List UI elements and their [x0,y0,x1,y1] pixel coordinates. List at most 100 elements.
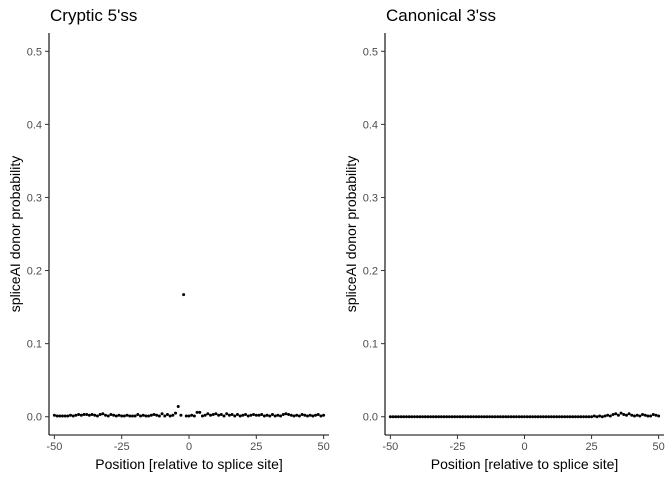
data-point [77,413,81,417]
data-point [657,414,661,418]
data-point [152,413,156,417]
data-point [391,415,395,419]
data-point [230,413,234,417]
data-point [410,415,414,419]
data-point [565,415,569,419]
data-point [281,413,285,417]
data-point [442,415,446,419]
data-point [641,413,645,417]
data-point [493,415,497,419]
data-point [480,415,484,419]
data-point [246,414,250,418]
data-point [498,415,502,419]
data-point [466,415,470,419]
y-tick-label: 0.2 [27,266,42,278]
data-point [439,415,443,419]
data-point [563,415,567,419]
data-point [445,415,449,419]
data-point [474,415,478,419]
data-point [276,413,280,417]
data-point [190,413,194,417]
y-tick-label: 0.0 [363,412,378,424]
data-point [203,413,207,417]
x-axis-title: Position [relative to splice site] [431,456,619,472]
data-point [198,410,202,414]
data-point [254,413,258,417]
data-point [147,414,151,418]
data-point [514,415,518,419]
x-tick-label: 25 [585,441,597,453]
data-point [472,415,476,419]
data-point [638,414,642,418]
data-point [225,412,229,416]
data-point [284,412,288,416]
data-point [235,413,239,417]
data-point [265,413,269,417]
data-point [87,413,91,417]
data-point [635,413,639,417]
data-point [415,415,419,419]
data-point [536,415,540,419]
data-point [587,415,591,419]
data-point [616,413,620,417]
y-tick-label: 0.5 [363,46,378,58]
data-point [238,414,242,418]
data-point [549,415,553,419]
x-tick-label: 50 [317,441,329,453]
data-point [257,413,261,417]
data-point [241,413,245,417]
data-point [219,413,223,417]
panel-cryptic-5ss: Cryptic 5'ss 0.0 0.1 0.2 0.3 0.4 0.5 -50 -25 0 25 5… [7,6,330,472]
y-tick-label: 0.4 [363,119,378,131]
data-point [295,413,299,417]
x-axis-title: Position [relative to splice site] [95,456,283,472]
data-point [482,415,486,419]
data-point [654,413,658,417]
data-point [114,414,118,418]
data-point [182,293,186,297]
data-point [544,415,548,419]
data-point [141,413,145,417]
data-point [82,413,86,417]
data-point [624,413,628,417]
data-point [195,410,199,414]
data-point [447,415,451,419]
x-tick-label: -50 [382,441,398,453]
data-point [66,414,70,418]
data-point [582,415,586,419]
data-point [322,413,326,417]
data-point [71,414,75,418]
data-point [136,413,140,417]
y-tick-label: 0.2 [363,266,378,278]
data-point [133,414,137,418]
data-point [413,415,417,419]
x-tick-label: -25 [449,441,465,453]
data-point [120,414,124,418]
data-point [571,415,575,419]
data-point [214,412,218,416]
data-point [206,412,210,416]
data-point [649,414,653,418]
x-tick-label: -50 [46,441,62,453]
data-point [165,413,169,417]
data-point [128,414,132,418]
data-point [453,415,457,419]
data-point [434,415,438,419]
y-tick-label: 0.0 [27,412,42,424]
data-point [319,414,323,418]
data-point [303,413,307,417]
data-point [450,415,454,419]
x-tick-label: 0 [186,441,192,453]
y-tick-label: 0.3 [363,192,378,204]
data-point [437,415,441,419]
data-point [176,404,180,408]
data-point [627,412,631,416]
data-point [287,413,291,417]
data-point [163,414,167,418]
data-point [270,413,274,417]
data-point [509,415,513,419]
data-point [461,415,465,419]
data-point [192,414,196,418]
data-point [547,415,551,419]
